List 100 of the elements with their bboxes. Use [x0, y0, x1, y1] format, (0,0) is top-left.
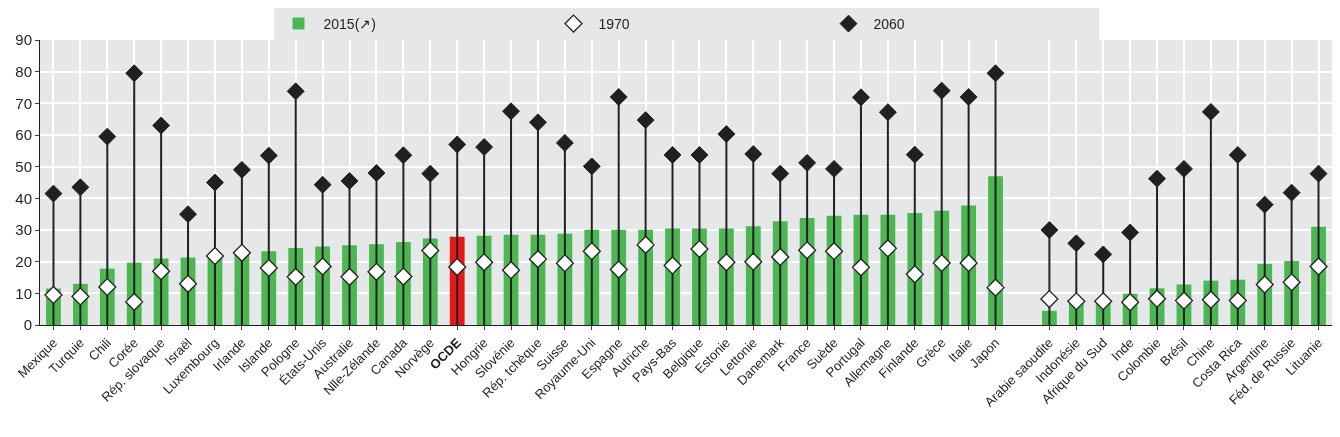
point — [501, 261, 521, 280]
point — [1175, 159, 1193, 178]
point — [44, 184, 63, 203]
point — [825, 159, 843, 178]
point — [475, 253, 494, 272]
point — [932, 253, 951, 273]
y-tick-label: 90 — [15, 31, 32, 49]
y-tick-label: 60 — [15, 126, 32, 144]
point — [690, 239, 709, 259]
point — [502, 102, 520, 121]
point — [125, 292, 144, 311]
point — [286, 82, 305, 101]
point — [582, 242, 601, 261]
point — [313, 257, 332, 276]
point — [1094, 245, 1113, 264]
point — [313, 175, 332, 194]
point — [1094, 292, 1113, 311]
point — [663, 146, 682, 164]
point — [394, 267, 413, 286]
point — [636, 235, 655, 254]
point — [555, 133, 574, 152]
point — [98, 277, 117, 297]
point — [1228, 146, 1247, 164]
point — [905, 265, 924, 284]
point — [878, 103, 897, 122]
point — [959, 253, 978, 273]
y-tick-label: 80 — [15, 62, 32, 80]
point — [1040, 289, 1059, 309]
point — [205, 246, 225, 266]
point — [1067, 292, 1086, 311]
point — [1121, 293, 1140, 312]
point — [1201, 102, 1220, 121]
point — [528, 250, 548, 269]
point — [771, 247, 790, 267]
point — [852, 88, 870, 107]
point — [1228, 291, 1247, 310]
point — [905, 145, 924, 164]
point — [1201, 290, 1220, 309]
point — [71, 287, 90, 306]
point — [717, 125, 736, 143]
point — [179, 205, 197, 224]
point — [178, 274, 198, 293]
point — [367, 164, 386, 182]
y-tick-label: 30 — [15, 221, 32, 239]
point — [555, 254, 574, 273]
point — [286, 267, 305, 286]
point — [690, 146, 709, 164]
point — [421, 164, 440, 183]
point — [1040, 221, 1059, 239]
point — [206, 173, 224, 192]
legend-label: 1970 — [598, 16, 630, 33]
point — [636, 111, 655, 130]
point — [1255, 275, 1274, 294]
legend-label: 2015(↗) — [323, 16, 376, 33]
point — [1282, 273, 1301, 292]
point — [367, 262, 386, 281]
point — [340, 267, 359, 286]
point — [98, 127, 117, 146]
point — [125, 64, 144, 83]
point — [448, 135, 467, 154]
y-tick-label: 50 — [15, 157, 32, 175]
point — [798, 153, 817, 172]
point — [152, 262, 171, 281]
point — [663, 256, 682, 275]
point — [986, 64, 1005, 83]
point — [259, 146, 278, 165]
point — [771, 164, 790, 183]
point — [609, 88, 628, 106]
point — [798, 241, 817, 260]
point — [609, 260, 628, 279]
y-tick-label: 70 — [15, 94, 32, 112]
point — [851, 258, 871, 277]
y-tick-label: 10 — [15, 284, 32, 302]
point — [717, 253, 736, 272]
point — [529, 113, 547, 132]
point — [1282, 183, 1301, 202]
point — [986, 278, 1005, 297]
y-tick-label: 20 — [15, 252, 32, 270]
point — [71, 178, 90, 197]
point — [394, 146, 413, 165]
point — [259, 258, 278, 278]
y-tick-label: 0 — [23, 316, 32, 334]
point — [959, 88, 978, 106]
point — [232, 160, 251, 179]
point — [744, 145, 763, 163]
point — [582, 157, 601, 176]
point — [744, 252, 763, 271]
point — [448, 257, 467, 277]
point — [824, 242, 844, 261]
point — [1174, 291, 1194, 310]
point — [475, 138, 494, 156]
point — [340, 171, 359, 190]
point — [1255, 195, 1274, 214]
point — [1147, 289, 1167, 308]
legend-label: 2060 — [873, 16, 905, 33]
y-tick-label: 40 — [15, 189, 32, 207]
point — [1148, 169, 1166, 188]
point — [1121, 223, 1140, 242]
point — [232, 243, 251, 262]
point — [1309, 164, 1328, 183]
